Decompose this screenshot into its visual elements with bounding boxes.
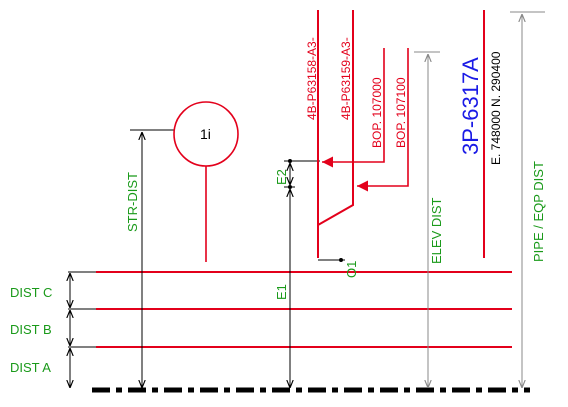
- pipe-eqp-label: PIPE / EQP DIST: [531, 161, 546, 262]
- e1-label: E1: [274, 284, 289, 300]
- bop-1-leader: [322, 48, 385, 168]
- o1-label: O1: [344, 261, 359, 278]
- bubble-label: 1i: [200, 126, 211, 142]
- pipe-1-label: 4B-P63158-A3-: [305, 37, 319, 120]
- dist-c-label: DIST C: [10, 285, 52, 300]
- o1-dot: [339, 258, 343, 262]
- pipe-2-line: [317, 10, 354, 226]
- e1-dot: [288, 185, 292, 189]
- elev-dist-label: ELEV DIST: [429, 197, 444, 264]
- dist-a-label: DIST A: [10, 360, 51, 375]
- equipment-coords: E. 748000 N. 290400: [489, 51, 503, 165]
- e2-label: E2: [274, 169, 289, 185]
- e2-dot: [288, 159, 292, 163]
- equipment-tag: 3P-6317A: [458, 57, 483, 155]
- bop-2-leader: [357, 48, 409, 192]
- str-dist-label: STR-DIST: [125, 172, 140, 232]
- dist-b-label: DIST B: [10, 322, 52, 337]
- pipe-2-label: 4B-P63159-A3-: [339, 37, 353, 120]
- bop-2-label: BOP. 107100: [394, 77, 408, 148]
- bop-1-label: BOP. 107000: [370, 77, 384, 148]
